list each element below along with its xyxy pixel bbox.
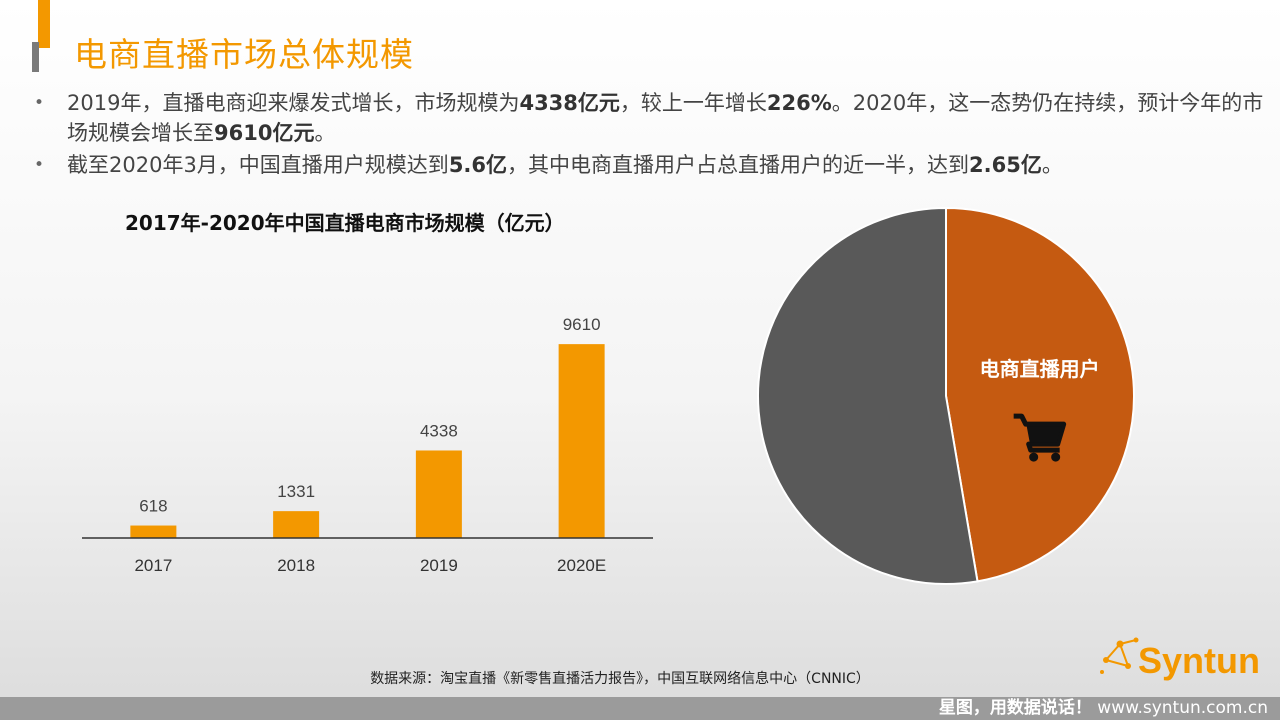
footer-bar	[0, 697, 1280, 720]
bullet-list: 2019年，直播电商迎来爆发式增长，市场规模为4338亿元，较上一年增长226%…	[34, 88, 1264, 182]
bullet-highlight: 9610亿元	[214, 121, 315, 145]
pie-slice-label: 电商直播用户	[980, 357, 1100, 381]
bar	[130, 525, 177, 538]
page-title: 电商直播市场总体规模	[74, 35, 414, 74]
bullet-text: 2019年，直播电商迎来爆发式增长，市场规模为	[67, 91, 520, 115]
bullet-text: 。	[314, 121, 336, 145]
x-tick-label: 2018	[277, 556, 315, 575]
source-note: 数据来源：淘宝直播《新零售直播活力报告》，中国互联网络信息中心（CNNIC）	[370, 671, 870, 687]
bar-value-label: 4338	[420, 421, 458, 440]
bullet-text: 。2020年，这一态势仍在持续，预计今年的市场规模会增长至	[67, 91, 1264, 145]
bullet-highlight: 5.6亿	[448, 153, 508, 177]
bullet-item: 2019年，直播电商迎来爆发式增长，市场规模为4338亿元，较上一年增长226%…	[34, 88, 1264, 148]
bar	[558, 344, 605, 538]
bullet-item: 截至2020年3月，中国直播用户规模达到5.6亿，其中电商直播用户占总直播用户的…	[34, 150, 1264, 180]
title-accent-bar	[38, 0, 50, 48]
bullet-highlight: 226%	[766, 91, 832, 115]
bullet-text: ，较上一年增长	[619, 91, 767, 115]
syntun-logo-icon	[1100, 637, 1139, 674]
shopping-cart-icon	[1013, 413, 1067, 462]
bar-value-label: 9610	[563, 315, 601, 334]
x-tick-label: 2017	[134, 556, 172, 575]
bullet-highlight: 2.65亿	[969, 153, 1042, 177]
bullet-highlight: 4338亿元	[519, 91, 620, 115]
pie-slice	[757, 206, 979, 585]
bullet-text: 。	[1041, 153, 1063, 177]
bar	[415, 450, 462, 538]
bar	[273, 511, 320, 538]
bullet-text: ，其中电商直播用户占总直播用户的近一半，达到	[507, 153, 970, 177]
x-tick-label: 2019	[420, 556, 458, 575]
bar-value-label: 618	[139, 497, 167, 516]
footer-slogan-text: 星图，用数据说话！	[938, 698, 1092, 718]
x-tick-label: 2020E	[557, 556, 606, 575]
syntun-logo-text: Syntun	[1138, 640, 1260, 681]
title-accent-bar-gray	[32, 42, 39, 72]
bullet-text: 截至2020年3月，中国直播用户规模达到	[67, 153, 449, 177]
footer-slogan: 星图，用数据说话！ www.syntun.com.cn	[939, 697, 1268, 720]
chart-title: 2017年-2020年中国直播电商市场规模（亿元）	[125, 211, 565, 235]
footer-url[interactable]: www.syntun.com.cn	[1097, 698, 1268, 718]
bar-value-label: 1331	[277, 482, 315, 501]
pie-slice	[945, 206, 1135, 583]
